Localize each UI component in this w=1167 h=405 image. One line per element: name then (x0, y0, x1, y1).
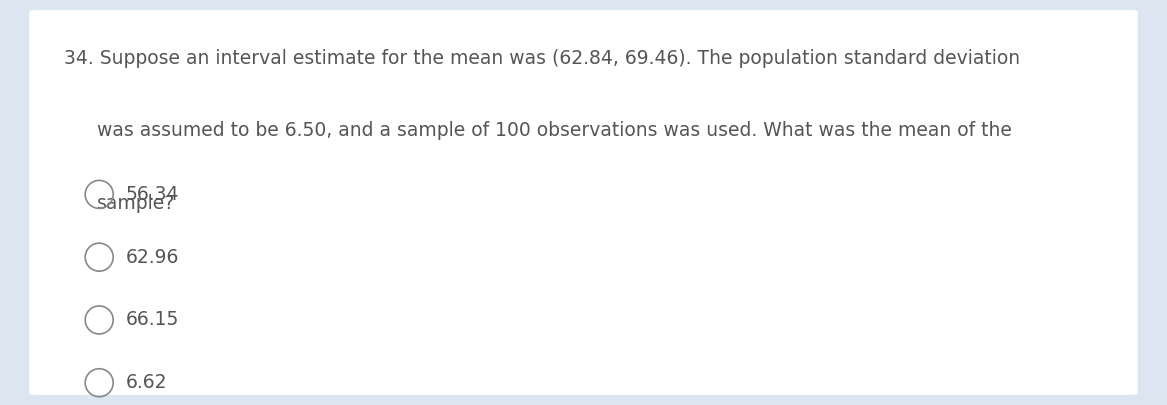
Text: 66.15: 66.15 (126, 311, 180, 329)
Text: sample?: sample? (97, 194, 175, 213)
Text: 6.62: 6.62 (126, 373, 168, 392)
Text: 62.96: 62.96 (126, 248, 180, 266)
Text: 34. Suppose an interval estimate for the mean was (62.84, 69.46). The population: 34. Suppose an interval estimate for the… (64, 49, 1020, 68)
FancyBboxPatch shape (29, 10, 1138, 395)
Text: was assumed to be 6.50, and a sample of 100 observations was used. What was the : was assumed to be 6.50, and a sample of … (97, 122, 1012, 141)
Text: 56.34: 56.34 (126, 185, 180, 204)
